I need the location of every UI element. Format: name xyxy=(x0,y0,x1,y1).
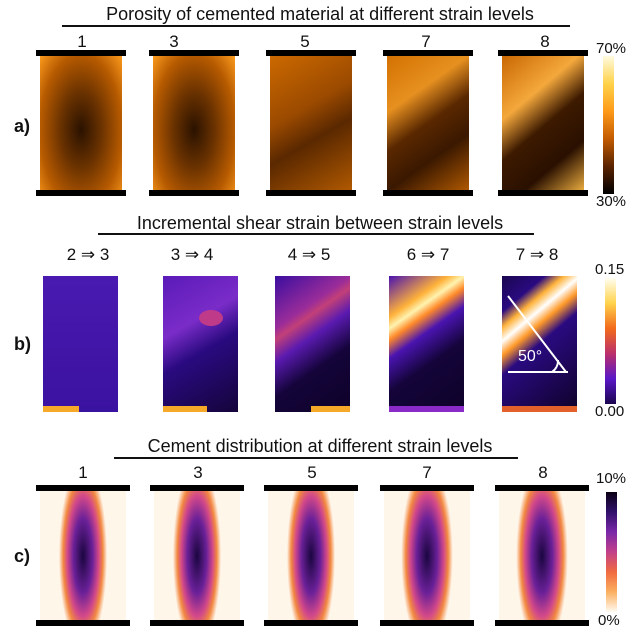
shear-angle-annotation xyxy=(507,295,568,373)
cement-specimen-1 xyxy=(40,490,126,622)
strain-label-b-5: 7 ⇒ 8 xyxy=(515,245,559,264)
strain-label-c-5: 8 xyxy=(538,463,548,482)
shear-angle-label: 50° xyxy=(518,348,543,365)
title-porosity: Porosity of cemented material at differe… xyxy=(106,4,534,24)
strain-label-b-2: 3 ⇒ 4 xyxy=(170,245,214,264)
platen-c4-bottom xyxy=(380,620,474,626)
cement-specimen-3 xyxy=(154,490,240,622)
strain-label-a-2: 3 xyxy=(169,32,179,51)
shear-specimen-6-7 xyxy=(389,276,464,412)
strain-label-c-1: 1 xyxy=(78,463,88,482)
title-shear-strain: Incremental shear strain between strain … xyxy=(136,213,504,233)
strain-label-c-3: 5 xyxy=(307,463,317,482)
platen-c4-top xyxy=(380,485,474,491)
platen-c5-bottom xyxy=(495,620,589,626)
shear-specimen-4-5 xyxy=(275,276,350,412)
colorbar-shear-strain-min: 0.00 xyxy=(595,403,625,420)
strain-label-a-3: 5 xyxy=(300,32,310,51)
strain-label-a-5: 8 xyxy=(540,32,550,51)
platen-c3-top xyxy=(264,485,358,491)
platen-c3-bottom xyxy=(264,620,358,626)
porosity-specimen-3 xyxy=(153,54,235,192)
platen-a3-bottom xyxy=(266,190,356,196)
title-cement-distribution-underline xyxy=(114,457,518,459)
platen-a5-top xyxy=(498,50,588,56)
platen-c2-top xyxy=(150,485,244,491)
platen-a1-top xyxy=(36,50,126,56)
porosity-specimen-7 xyxy=(387,54,469,192)
panel-letter-a: a) xyxy=(14,116,31,136)
shear-specimen-3-4 xyxy=(163,276,238,412)
colorbar-shear-strain-max: 0.15 xyxy=(595,261,625,278)
platen-c1-top xyxy=(36,485,130,491)
porosity-specimen-8 xyxy=(502,54,584,192)
colorbar-cement-min: 0% xyxy=(598,612,620,629)
platen-a2-top xyxy=(149,50,239,56)
platen-c2-bottom xyxy=(150,620,244,626)
platen-a1-bottom xyxy=(36,190,126,196)
panel-letter-b: b) xyxy=(14,334,31,354)
colorbar-cement xyxy=(606,492,617,612)
platen-c5-top xyxy=(495,485,589,491)
panel-letter-c: c) xyxy=(14,546,31,566)
strain-label-b-4: 6 ⇒ 7 xyxy=(406,245,450,264)
platen-a4-top xyxy=(383,50,473,56)
platen-a3-top xyxy=(266,50,356,56)
colorbar-shear-strain xyxy=(605,278,616,404)
porosity-specimen-5 xyxy=(270,54,352,192)
platen-a5-bottom xyxy=(498,190,588,196)
strain-label-a-4: 7 xyxy=(421,32,431,51)
cement-specimen-7 xyxy=(384,490,470,622)
platen-a2-bottom xyxy=(149,190,239,196)
strain-label-c-2: 3 xyxy=(193,463,203,482)
colorbar-porosity xyxy=(603,56,614,194)
shear-specimen-7-8 xyxy=(502,276,577,412)
strain-label-c-4: 7 xyxy=(422,463,432,482)
title-shear-strain-underline xyxy=(98,233,534,235)
platen-a4-bottom xyxy=(383,190,473,196)
strain-label-b-3: 4 ⇒ 5 xyxy=(287,245,331,264)
platen-c1-bottom xyxy=(36,620,130,626)
cement-specimen-8 xyxy=(499,490,585,622)
strain-label-b-1: 2 ⇒ 3 xyxy=(66,245,110,264)
shear-specimen-2-3 xyxy=(43,276,118,412)
title-porosity-underline xyxy=(62,25,570,27)
strain-label-a-1: 1 xyxy=(77,32,87,51)
colorbar-porosity-max: 70% xyxy=(596,40,627,57)
colorbar-porosity-min: 30% xyxy=(596,193,627,210)
cement-specimen-5 xyxy=(268,490,354,622)
porosity-specimen-1 xyxy=(40,54,122,192)
colorbar-cement-max: 10% xyxy=(596,470,627,487)
title-cement-distribution: Cement distribution at different strain … xyxy=(147,436,493,456)
